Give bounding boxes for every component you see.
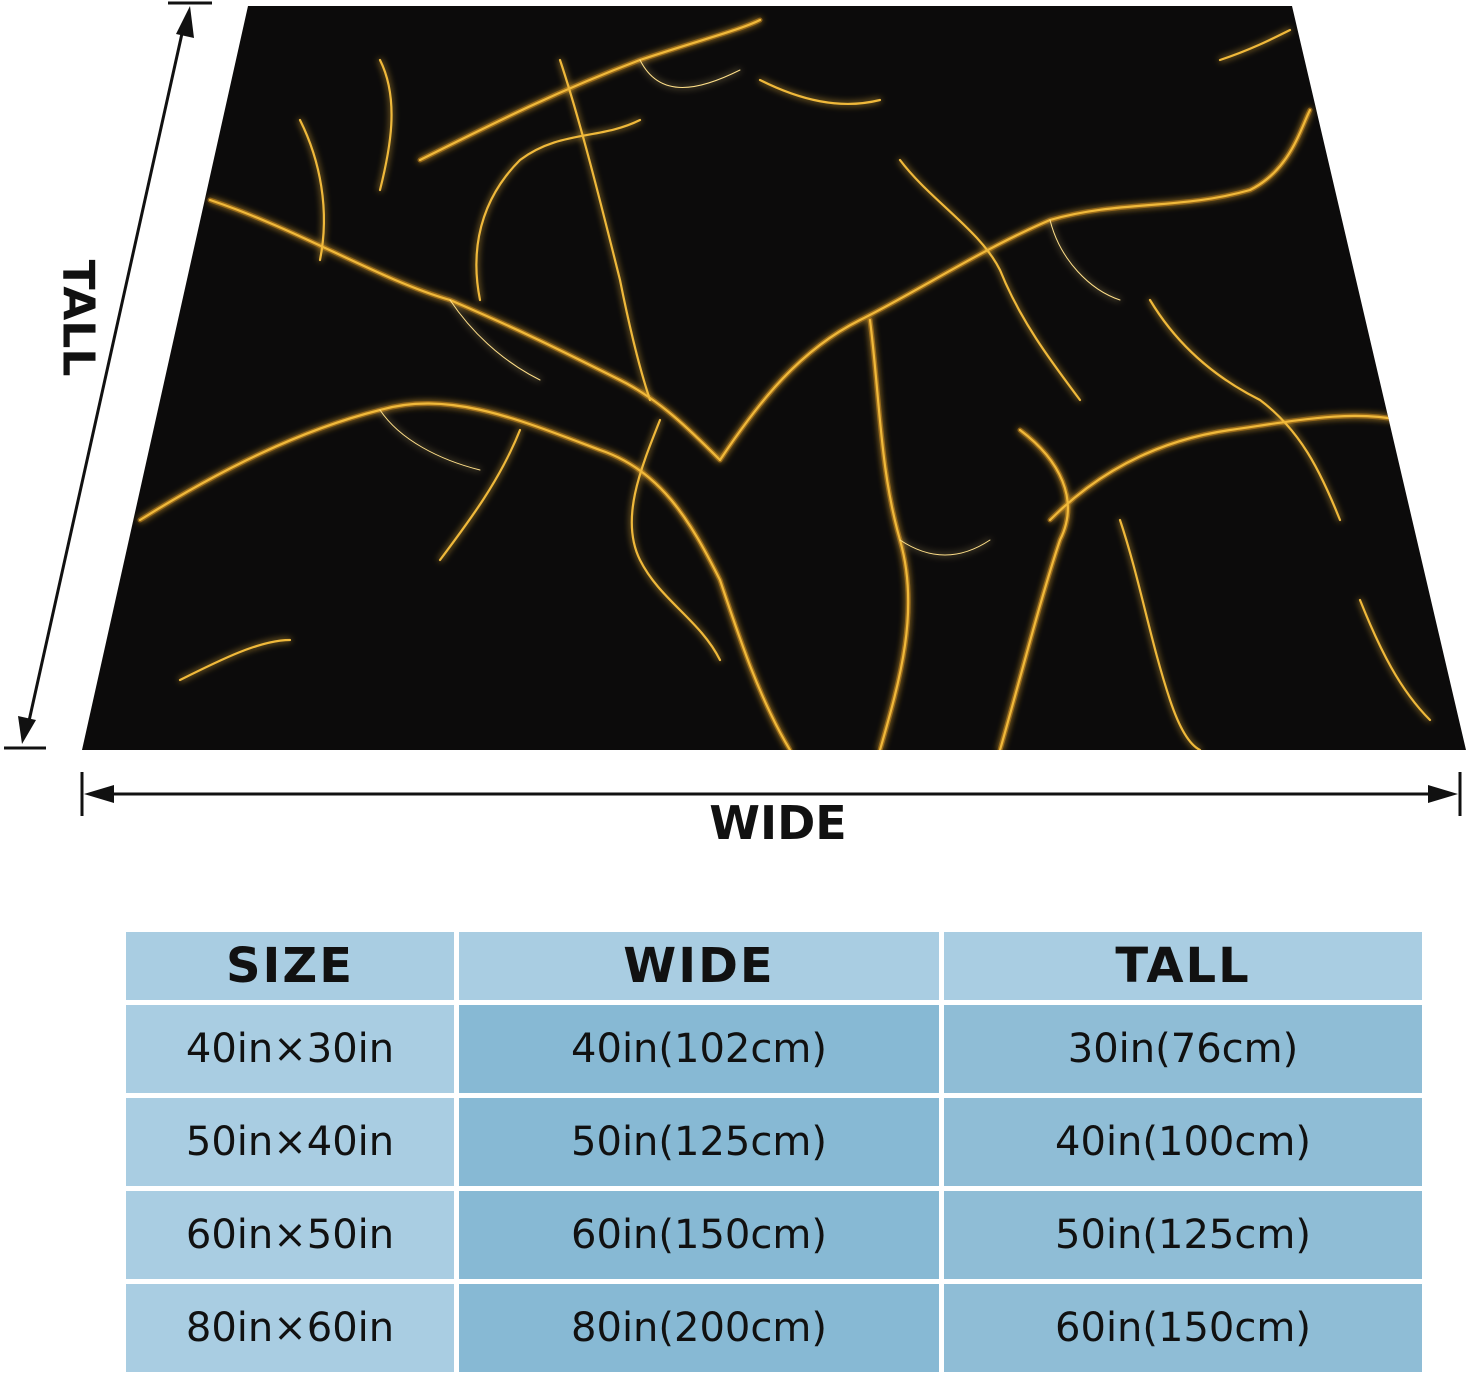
tall-dimension-label-wrap: TALL <box>48 258 108 378</box>
tall-dimension-arrow <box>4 1 212 750</box>
tall-cell: 50in(125cm) <box>939 1186 1427 1284</box>
tall-cell: 60in(150cm) <box>939 1279 1427 1377</box>
header-tall: TALL <box>939 927 1427 1005</box>
size-cell: 50in×40in <box>121 1093 459 1191</box>
size-cell: 40in×30in <box>121 1000 459 1098</box>
table-header-row: SIZE WIDE TALL <box>121 927 1427 1005</box>
wide-cell: 40in(102cm) <box>454 1000 944 1098</box>
wide-dimension-arrow <box>80 772 1462 816</box>
header-wide: WIDE <box>454 927 944 1005</box>
blanket-figure <box>4 1 1466 816</box>
header-size: SIZE <box>121 927 459 1005</box>
tall-cell: 30in(76cm) <box>939 1000 1427 1098</box>
size-table: SIZE WIDE TALL 40in×30in 40in(102cm) 30i… <box>121 927 1427 1377</box>
tall-dimension-label: TALL <box>52 259 104 377</box>
wide-dimension-label: WIDE <box>709 796 847 850</box>
size-cell: 80in×60in <box>121 1279 459 1377</box>
wide-cell: 60in(150cm) <box>454 1186 944 1284</box>
blanket-image <box>82 6 1466 750</box>
size-cell: 60in×50in <box>121 1186 459 1284</box>
wide-cell: 80in(200cm) <box>454 1279 944 1377</box>
table-row: 50in×40in 50in(125cm) 40in(100cm) <box>121 1093 1427 1191</box>
table-row: 80in×60in 80in(200cm) 60in(150cm) <box>121 1279 1427 1377</box>
table-row: 40in×30in 40in(102cm) 30in(76cm) <box>121 1000 1427 1098</box>
tall-cell: 40in(100cm) <box>939 1093 1427 1191</box>
table-row: 60in×50in 60in(150cm) 50in(125cm) <box>121 1186 1427 1284</box>
wide-cell: 50in(125cm) <box>454 1093 944 1191</box>
